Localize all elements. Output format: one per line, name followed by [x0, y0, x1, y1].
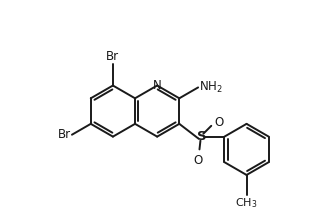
- Text: NH$_2$: NH$_2$: [199, 80, 223, 95]
- Text: N: N: [153, 79, 162, 92]
- Text: Br: Br: [106, 50, 119, 63]
- Text: CH$_3$: CH$_3$: [235, 196, 258, 210]
- Text: S: S: [197, 130, 206, 143]
- Text: O: O: [194, 154, 203, 167]
- Text: O: O: [214, 116, 223, 129]
- Text: Br: Br: [58, 128, 71, 141]
